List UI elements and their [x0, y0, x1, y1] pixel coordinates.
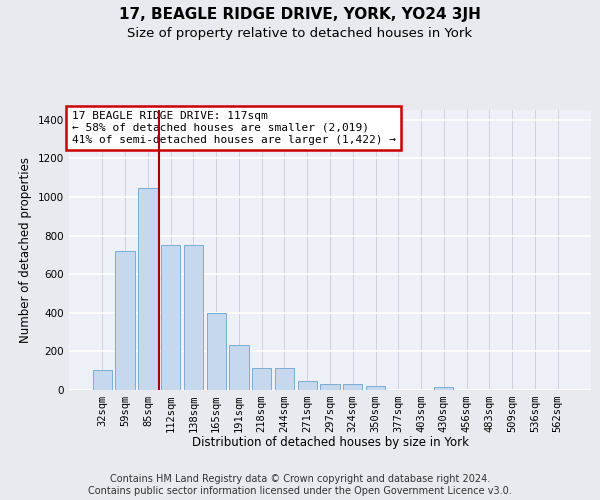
Bar [434, 387, 454, 390]
Bar [320, 384, 340, 390]
Bar [138, 188, 158, 390]
Bar [229, 344, 248, 390]
Text: 17 BEAGLE RIDGE DRIVE: 117sqm
← 58% of detached houses are smaller (2,019)
41% o: 17 BEAGLE RIDGE DRIVE: 117sqm ← 58% of d… [71, 112, 395, 144]
Bar [115, 251, 135, 390]
Bar [275, 368, 294, 390]
Text: Distribution of detached houses by size in York: Distribution of detached houses by size … [191, 436, 469, 449]
Bar [298, 382, 317, 390]
Bar [93, 370, 112, 390]
Text: 17, BEAGLE RIDGE DRIVE, YORK, YO24 3JH: 17, BEAGLE RIDGE DRIVE, YORK, YO24 3JH [119, 8, 481, 22]
Bar [161, 245, 181, 390]
Bar [343, 384, 362, 390]
Bar [206, 313, 226, 390]
Bar [366, 386, 385, 390]
Bar [252, 368, 271, 390]
Y-axis label: Number of detached properties: Number of detached properties [19, 157, 32, 343]
Text: Size of property relative to detached houses in York: Size of property relative to detached ho… [127, 28, 473, 40]
Bar [184, 245, 203, 390]
Text: Contains HM Land Registry data © Crown copyright and database right 2024.
Contai: Contains HM Land Registry data © Crown c… [88, 474, 512, 496]
